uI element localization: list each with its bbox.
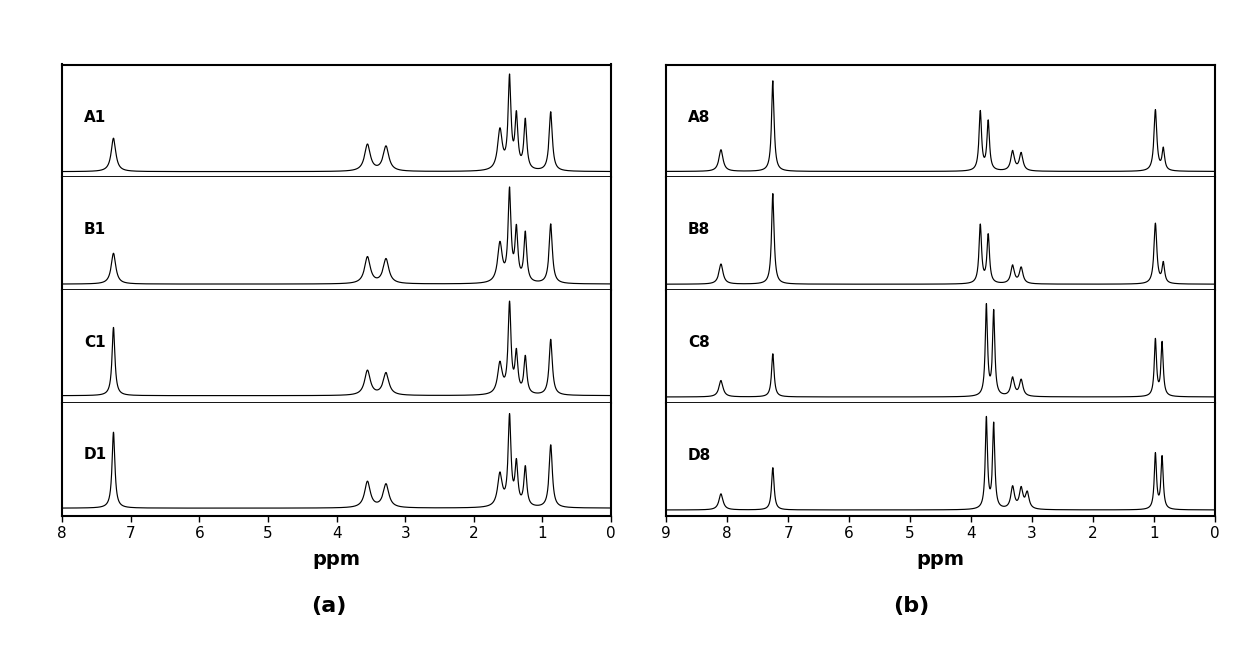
X-axis label: ppm: ppm	[312, 550, 361, 569]
X-axis label: ppm: ppm	[916, 550, 965, 569]
Text: D8: D8	[688, 448, 712, 463]
Text: C1: C1	[84, 335, 105, 350]
Text: C8: C8	[688, 335, 709, 350]
Text: B8: B8	[688, 223, 711, 237]
Text: A8: A8	[688, 110, 711, 124]
Text: (a): (a)	[311, 596, 346, 617]
Text: D1: D1	[84, 447, 107, 462]
Text: (b): (b)	[893, 596, 930, 617]
Text: B1: B1	[84, 223, 107, 237]
Text: A1: A1	[84, 110, 107, 124]
